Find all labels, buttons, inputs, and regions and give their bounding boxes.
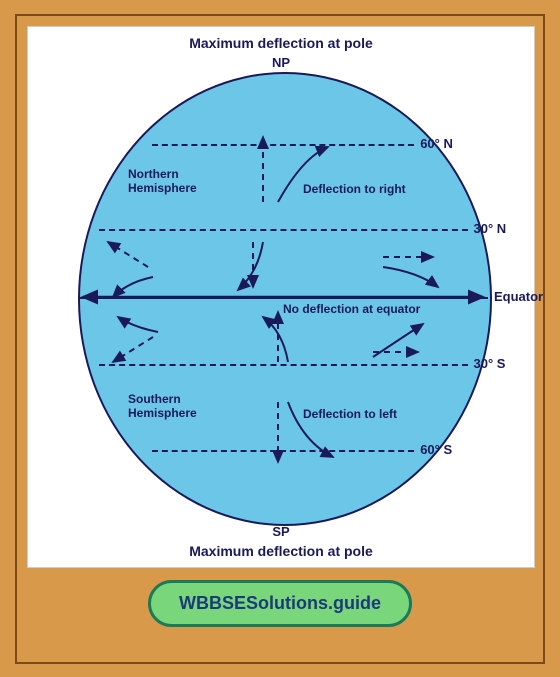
north-pole-label: NP <box>28 55 534 70</box>
watermark-pill: WBBSESolutions.guide <box>148 580 412 627</box>
no-deflection-label: No deflection at equator <box>283 302 420 316</box>
latitude-line <box>152 450 414 452</box>
south-pole-label: SP <box>28 524 534 539</box>
southern-hemisphere-label: Southern Hemisphere <box>128 392 197 420</box>
title-bottom: Maximum deflection at pole <box>28 543 534 559</box>
latitude-line <box>99 229 468 231</box>
equator-line <box>78 297 488 299</box>
title-top: Maximum deflection at pole <box>28 35 534 51</box>
latitude-label: 30° S <box>474 356 506 371</box>
equator-label: Equator <box>494 289 543 304</box>
latitude-label: 30° N <box>474 221 507 236</box>
deflection-left-label: Deflection to left <box>303 407 397 421</box>
deflection-right-label: Deflection to right <box>303 182 406 196</box>
latitude-label: 60° N <box>420 136 453 151</box>
latitude-line <box>152 144 414 146</box>
latitude-line <box>99 364 468 366</box>
watermark: WBBSESolutions.guide <box>27 580 533 627</box>
outer-border: Maximum deflection at pole NP Northern H… <box>15 14 545 664</box>
diagram-card: Maximum deflection at pole NP Northern H… <box>27 26 535 568</box>
latitude-label: 60° S <box>420 442 452 457</box>
northern-hemisphere-label: Northern Hemisphere <box>128 167 197 195</box>
